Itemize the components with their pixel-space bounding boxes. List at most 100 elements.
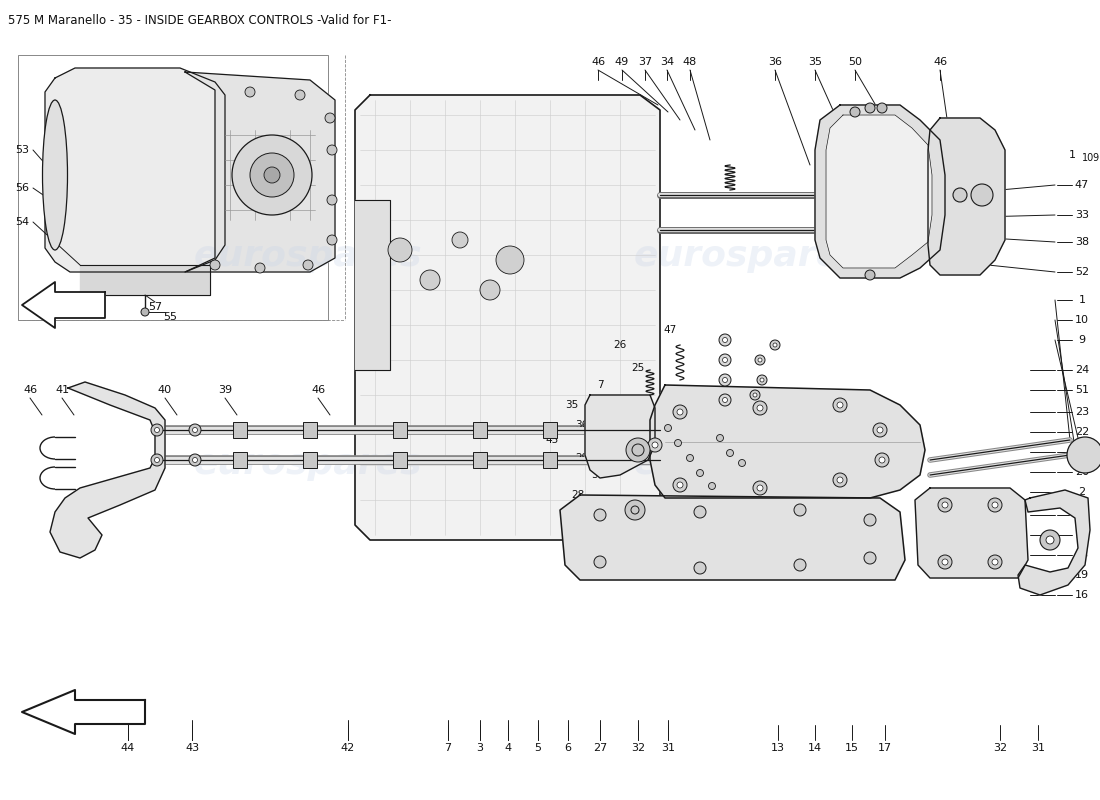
Circle shape xyxy=(255,263,265,273)
Text: 7: 7 xyxy=(444,743,452,753)
Circle shape xyxy=(189,424,201,436)
Circle shape xyxy=(938,498,952,512)
Circle shape xyxy=(141,308,149,316)
Bar xyxy=(233,422,248,438)
Text: 15: 15 xyxy=(845,743,859,753)
Text: 57: 57 xyxy=(147,302,162,312)
Text: 42: 42 xyxy=(341,743,355,753)
Text: 41: 41 xyxy=(55,385,69,395)
Circle shape xyxy=(873,423,887,437)
Circle shape xyxy=(652,442,658,448)
Text: 4: 4 xyxy=(505,743,512,753)
Circle shape xyxy=(754,393,757,397)
Text: 36: 36 xyxy=(768,57,782,67)
Circle shape xyxy=(664,425,671,431)
Text: 31: 31 xyxy=(661,743,675,753)
Text: 32: 32 xyxy=(631,743,645,753)
Circle shape xyxy=(154,427,160,433)
Polygon shape xyxy=(650,385,925,498)
Text: 20: 20 xyxy=(1075,467,1089,477)
Text: 54: 54 xyxy=(15,217,29,227)
Text: 49: 49 xyxy=(615,57,629,67)
Circle shape xyxy=(723,338,727,342)
Text: 35: 35 xyxy=(808,57,822,67)
Polygon shape xyxy=(915,488,1028,578)
Circle shape xyxy=(302,260,313,270)
Text: 44: 44 xyxy=(121,743,135,753)
Text: 1: 1 xyxy=(1068,150,1076,160)
Circle shape xyxy=(833,398,847,412)
Polygon shape xyxy=(355,95,660,540)
Polygon shape xyxy=(22,690,145,734)
Circle shape xyxy=(757,485,763,491)
Text: 1: 1 xyxy=(1078,295,1086,305)
Bar xyxy=(543,422,557,438)
Text: 17: 17 xyxy=(878,743,892,753)
Circle shape xyxy=(850,107,860,117)
Bar xyxy=(393,452,407,468)
Circle shape xyxy=(879,457,886,463)
Circle shape xyxy=(192,427,198,433)
Text: 13: 13 xyxy=(771,743,785,753)
Text: 7: 7 xyxy=(596,380,603,390)
Polygon shape xyxy=(45,68,225,272)
Circle shape xyxy=(388,238,412,262)
Circle shape xyxy=(245,87,255,97)
Text: 47: 47 xyxy=(663,325,676,335)
Circle shape xyxy=(755,355,764,365)
Text: 25: 25 xyxy=(631,363,645,373)
Circle shape xyxy=(971,184,993,206)
Circle shape xyxy=(837,402,843,408)
Polygon shape xyxy=(815,105,945,278)
Text: 46: 46 xyxy=(311,385,326,395)
Circle shape xyxy=(754,481,767,495)
Circle shape xyxy=(189,454,201,466)
Circle shape xyxy=(726,450,734,457)
Circle shape xyxy=(594,556,606,568)
Text: 46: 46 xyxy=(591,57,605,67)
Circle shape xyxy=(794,504,806,516)
Ellipse shape xyxy=(43,100,67,250)
Text: 13: 13 xyxy=(1075,510,1089,520)
Text: 33: 33 xyxy=(1075,210,1089,220)
Text: 46: 46 xyxy=(933,57,947,67)
Circle shape xyxy=(833,473,847,487)
Circle shape xyxy=(210,260,220,270)
Circle shape xyxy=(452,232,468,248)
Text: 47: 47 xyxy=(1075,180,1089,190)
Circle shape xyxy=(716,434,724,442)
Circle shape xyxy=(192,458,198,462)
Circle shape xyxy=(719,354,732,366)
Circle shape xyxy=(496,246,524,274)
Circle shape xyxy=(676,482,683,488)
Circle shape xyxy=(723,358,727,362)
Circle shape xyxy=(865,270,874,280)
Circle shape xyxy=(708,482,715,490)
Text: 8: 8 xyxy=(607,413,614,423)
Circle shape xyxy=(877,427,883,433)
Circle shape xyxy=(760,378,764,382)
Text: 16: 16 xyxy=(1075,590,1089,600)
Circle shape xyxy=(676,409,683,415)
Text: 46: 46 xyxy=(23,385,37,395)
Text: 28: 28 xyxy=(571,490,584,500)
Circle shape xyxy=(865,103,874,113)
Text: 29: 29 xyxy=(575,453,589,463)
Polygon shape xyxy=(355,200,390,370)
Polygon shape xyxy=(1018,490,1090,595)
Circle shape xyxy=(750,390,760,400)
Text: 51: 51 xyxy=(1075,385,1089,395)
Text: 38: 38 xyxy=(1075,237,1089,247)
Bar xyxy=(543,452,557,468)
Polygon shape xyxy=(185,72,336,272)
Text: 19: 19 xyxy=(1075,570,1089,580)
Polygon shape xyxy=(826,115,932,268)
Circle shape xyxy=(151,454,163,466)
Circle shape xyxy=(794,559,806,571)
Circle shape xyxy=(864,514,876,526)
Text: eurospares: eurospares xyxy=(634,447,862,481)
Text: 37: 37 xyxy=(638,57,652,67)
Polygon shape xyxy=(50,382,165,558)
Circle shape xyxy=(757,375,767,385)
Text: 14: 14 xyxy=(807,743,822,753)
